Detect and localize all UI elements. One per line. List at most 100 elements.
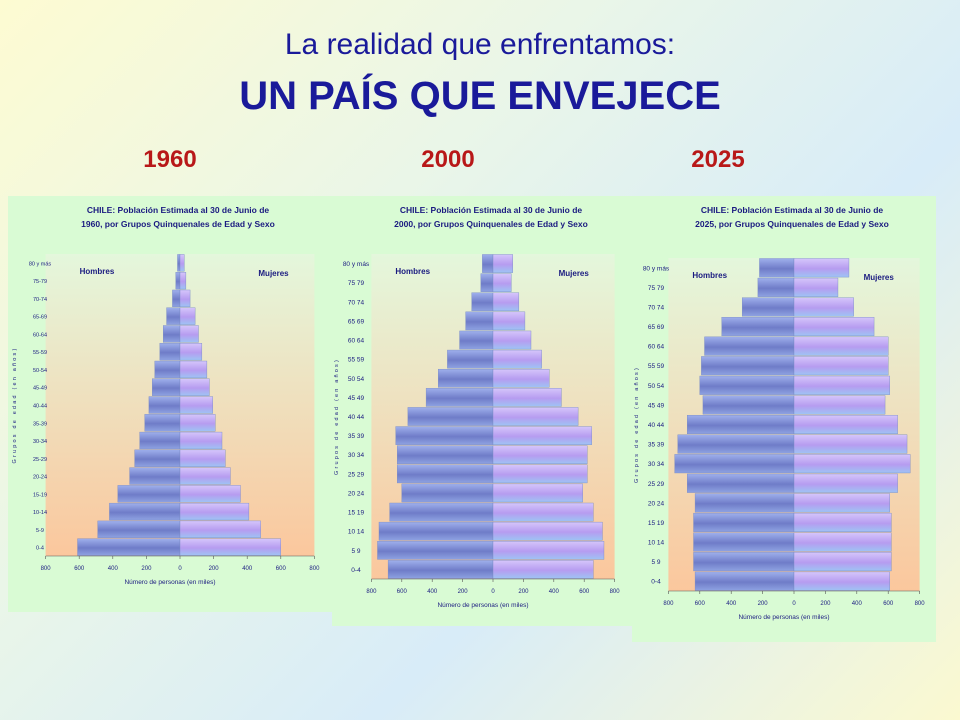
- age-tick-label: 0-4: [651, 579, 661, 586]
- bar-mujeres: [179, 538, 282, 556]
- x-tick-label: 600: [397, 589, 408, 595]
- bar-hombres: [693, 532, 795, 552]
- age-tick-label: 75 79: [648, 285, 665, 292]
- age-tick-label: 60-64: [33, 332, 47, 338]
- age-tick-label: 55 59: [648, 363, 665, 370]
- bar-hombres: [480, 273, 494, 292]
- bar-hombres: [687, 473, 795, 493]
- year-label-2000: 2000: [421, 146, 475, 173]
- age-tick-label: 10-14: [33, 510, 47, 516]
- bar-mujeres: [793, 277, 839, 297]
- age-tick-label: 50 54: [648, 383, 665, 390]
- bar-hombres: [741, 297, 795, 317]
- population-pyramid-chart: CHILE: Población Estimada al 30 de Junio…: [12, 205, 320, 586]
- bar-hombres: [134, 449, 181, 467]
- bar-hombres: [674, 454, 795, 474]
- bar-mujeres: [179, 414, 216, 432]
- bar-mujeres: [492, 445, 588, 465]
- bar-hombres: [447, 349, 494, 369]
- age-tick-label: 25 29: [648, 481, 665, 488]
- bar-mujeres: [179, 272, 187, 290]
- legend-hombres: Hombres: [80, 267, 115, 276]
- age-tick-label: 80 y más: [29, 261, 52, 267]
- age-tick-label: 45 49: [648, 402, 665, 409]
- age-tick-label: 5 9: [651, 559, 660, 566]
- x-axis-label: Número de personas (en miles): [437, 602, 528, 609]
- x-tick-label: 400: [549, 589, 560, 595]
- bar-hombres: [129, 467, 181, 485]
- x-tick-label: 0: [792, 601, 796, 607]
- age-tick-label: 10 14: [348, 529, 365, 536]
- bar-hombres: [148, 396, 181, 414]
- age-tick-label: 80 y más: [343, 261, 370, 268]
- bar-mujeres: [793, 414, 898, 435]
- bar-mujeres: [492, 311, 526, 331]
- bar-mujeres: [492, 426, 593, 445]
- age-tick-label: 15-19: [33, 492, 47, 498]
- bar-hombres: [482, 254, 494, 273]
- age-tick-label: 35-39: [33, 421, 47, 427]
- legend-mujeres: Mujeres: [559, 269, 590, 278]
- chart-title-line: 2025, por Grupos Quinquenales de Edad y …: [695, 219, 889, 229]
- legend-mujeres: Mujeres: [864, 273, 895, 282]
- legend-hombres: Hombres: [395, 267, 430, 276]
- bar-mujeres: [179, 467, 231, 485]
- age-tick-label: 50-54: [33, 368, 47, 374]
- bar-hombres: [139, 431, 181, 450]
- age-tick-label: 75 79: [348, 280, 365, 287]
- age-tick-label: 25 29: [348, 471, 365, 478]
- bar-hombres: [704, 336, 795, 356]
- bar-mujeres: [793, 356, 889, 376]
- age-tick-label: 60 64: [648, 344, 665, 351]
- x-axis-label: Número de personas (en miles): [738, 614, 829, 621]
- pyramid-panel-1960: CHILE: Población Estimada al 30 de Junio…: [8, 196, 332, 612]
- bar-hombres: [397, 445, 494, 465]
- bar-mujeres: [793, 532, 892, 552]
- bar-mujeres: [492, 502, 594, 522]
- age-tick-label: 20 24: [648, 500, 665, 507]
- y-axis-label: Grupos de edad (en años): [334, 358, 340, 475]
- slide-title-line2: UN PAÍS QUE ENVEJECE: [239, 74, 721, 118]
- bar-hombres: [166, 307, 181, 325]
- bar-mujeres: [179, 254, 185, 272]
- bar-hombres: [162, 325, 181, 343]
- bar-hombres: [687, 414, 795, 435]
- bar-hombres: [721, 317, 795, 337]
- bar-mujeres: [793, 297, 854, 317]
- bar-mujeres: [492, 388, 562, 407]
- bar-hombres: [395, 426, 494, 445]
- age-tick-label: 45-49: [33, 386, 47, 392]
- bar-hombres: [175, 272, 181, 290]
- x-tick-label: 800: [610, 589, 621, 595]
- age-tick-label: 15 19: [648, 520, 665, 527]
- bar-hombres: [154, 360, 181, 379]
- age-tick-label: 30 34: [348, 452, 365, 459]
- x-tick-label: 200: [820, 601, 831, 607]
- slide-title-line1: La realidad que enfrentamos:: [284, 28, 676, 61]
- bar-mujeres: [492, 273, 512, 292]
- x-tick-label: 600: [579, 589, 590, 595]
- bar-mujeres: [492, 254, 513, 273]
- age-tick-label: 40 44: [648, 422, 665, 429]
- age-tick-label: 35 39: [348, 433, 365, 440]
- age-tick-label: 75-79: [33, 279, 47, 285]
- x-tick-label: 600: [276, 566, 287, 572]
- bar-mujeres: [492, 464, 588, 484]
- bar-mujeres: [179, 343, 203, 361]
- x-axis-label: Número de personas (en miles): [124, 579, 215, 586]
- bar-hombres: [97, 520, 181, 538]
- age-tick-label: 70-74: [33, 297, 47, 303]
- bar-mujeres: [793, 454, 911, 474]
- age-tick-label: 70 74: [348, 299, 365, 306]
- bar-hombres: [677, 434, 795, 454]
- x-tick-label: 600: [695, 601, 706, 607]
- population-pyramid-chart: CHILE: Población Estimada al 30 de Junio…: [634, 205, 926, 621]
- x-tick-label: 0: [491, 589, 495, 595]
- bar-mujeres: [179, 307, 196, 325]
- bar-mujeres: [492, 483, 583, 503]
- bar-mujeres: [179, 431, 223, 450]
- x-tick-label: 200: [518, 589, 529, 595]
- age-tick-label: 20 24: [348, 490, 365, 497]
- chart-title-line: 1960, por Grupos Quinquenales de Edad y …: [81, 219, 275, 229]
- x-tick-label: 800: [915, 601, 926, 607]
